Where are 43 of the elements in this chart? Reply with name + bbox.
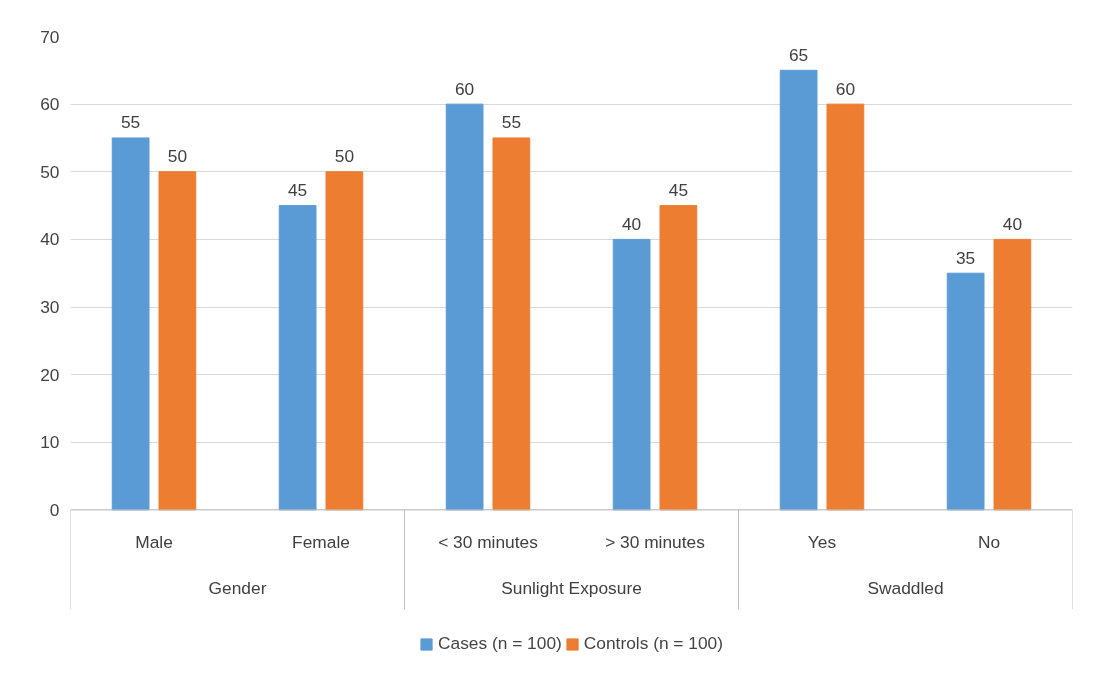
y-tick-label: 60: [40, 94, 60, 115]
text: Gender: [208, 578, 267, 599]
data-label: 60: [835, 78, 856, 99]
data-label: 45: [668, 180, 689, 201]
x-tick-label: < 30 minutes: [438, 531, 539, 552]
x-tick-label: Female: [292, 531, 350, 552]
bar: [278, 205, 317, 511]
data-label: 40: [1002, 213, 1023, 234]
x-tick-label: Male: [135, 531, 173, 552]
text: Swaddled: [867, 578, 944, 599]
text: Sunlight Exposure: [501, 578, 642, 599]
bar: [779, 69, 818, 511]
data-label: 65: [788, 44, 809, 65]
data-label: 45: [287, 180, 308, 201]
data-label: 50: [167, 146, 188, 167]
y-tick-label: 10: [40, 432, 60, 453]
legend-label: Controls (n = 100): [583, 633, 723, 654]
bar: [158, 171, 197, 511]
y-tick-label: 50: [40, 161, 60, 182]
y-tick-label: 20: [40, 364, 60, 385]
x-tick-label: Yes: [807, 531, 837, 552]
data-label: 60: [454, 78, 475, 99]
bar: [826, 103, 865, 511]
bar: [492, 137, 531, 511]
bar: [111, 137, 150, 511]
data-label: 55: [120, 112, 141, 133]
y-tick-label: 30: [40, 297, 60, 318]
bar: [659, 205, 698, 511]
bar: [993, 238, 1032, 511]
data-label: 50: [334, 146, 355, 167]
bar: [946, 272, 985, 511]
y-tick-label: 70: [40, 26, 60, 47]
y-tick-label: 0: [49, 499, 60, 520]
x-tick-label: > 30 minutes: [605, 531, 706, 552]
bar: [325, 171, 364, 511]
y-tick-label: 40: [40, 229, 60, 250]
data-label: 55: [501, 112, 522, 133]
x-tick-label: No: [977, 531, 1001, 552]
data-label: 35: [955, 247, 976, 268]
data-label: 40: [621, 213, 642, 234]
legend-label: Cases (n = 100): [438, 633, 562, 654]
bar: [612, 238, 651, 511]
bar: [445, 103, 484, 511]
